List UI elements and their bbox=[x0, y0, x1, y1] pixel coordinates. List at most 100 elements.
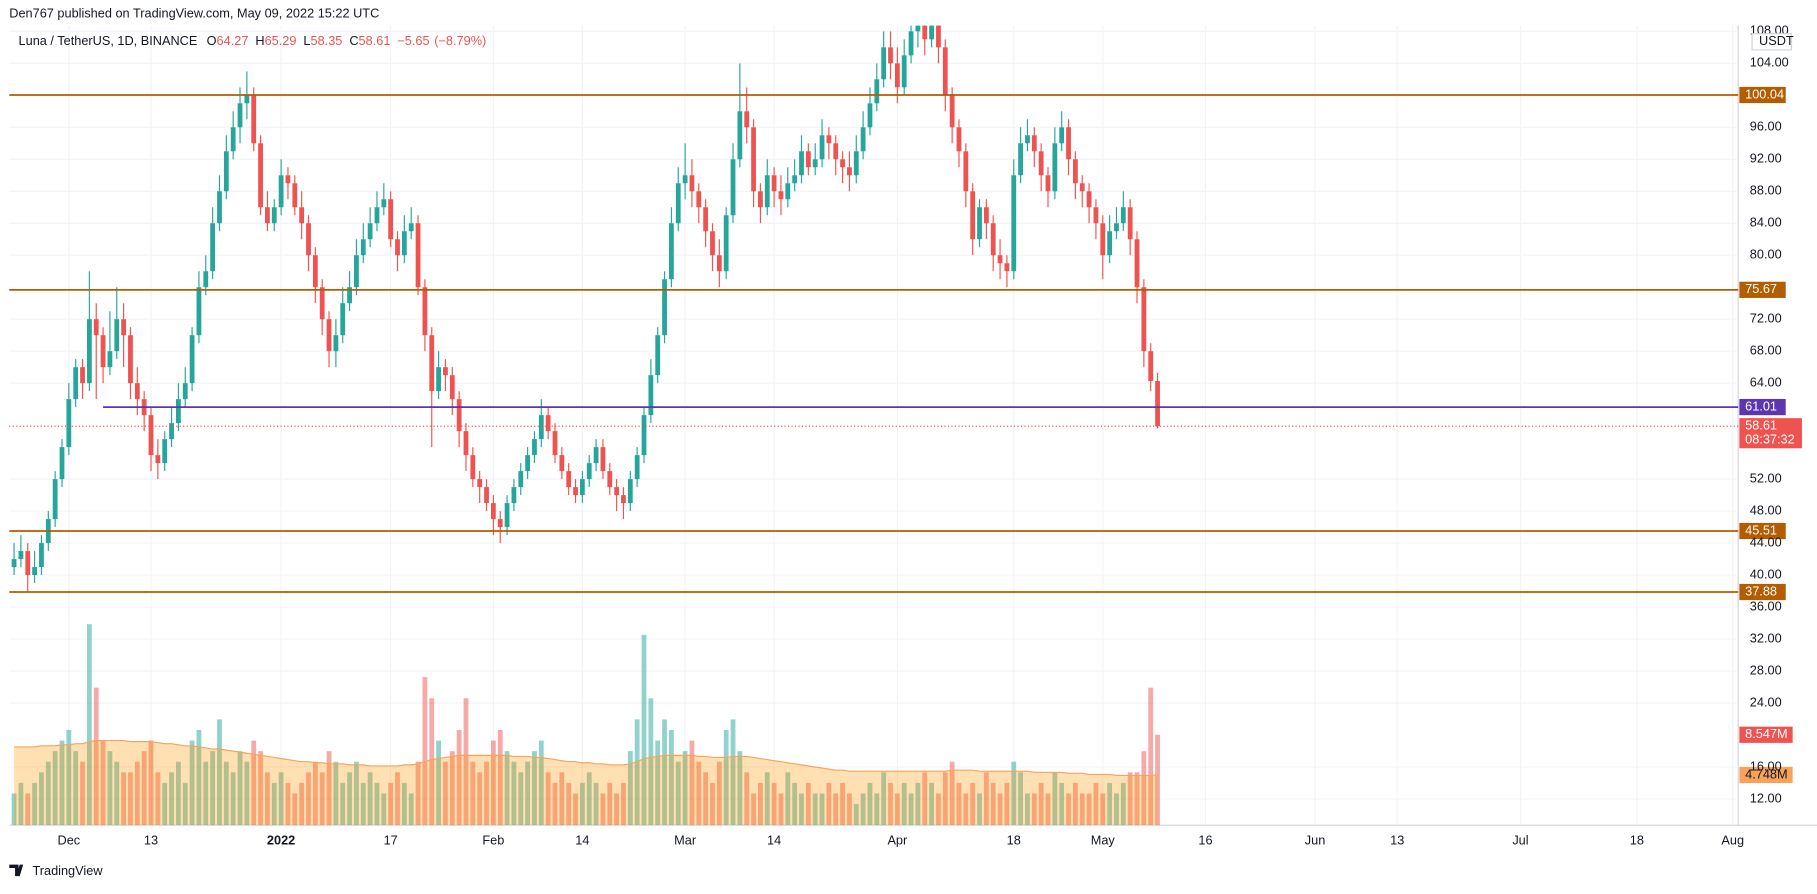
volume-bar bbox=[942, 772, 948, 826]
candle-body bbox=[1066, 127, 1071, 160]
candle-body bbox=[1031, 135, 1037, 152]
candle-body bbox=[1079, 183, 1085, 192]
volume-ma-line bbox=[14, 739, 1158, 777]
volume-bar bbox=[1045, 793, 1051, 826]
volume-bar bbox=[853, 804, 859, 826]
volume-bar bbox=[258, 751, 263, 826]
volume-bar bbox=[449, 751, 455, 826]
currency: USDT bbox=[1759, 33, 1794, 48]
volume-bar bbox=[484, 761, 489, 826]
candle-body bbox=[559, 455, 565, 472]
candle-body bbox=[1072, 159, 1078, 184]
volume-bar bbox=[100, 740, 106, 826]
volume-bar bbox=[1025, 793, 1030, 826]
level-label-box bbox=[1739, 522, 1786, 540]
volume-label: 4.748M bbox=[1745, 766, 1787, 781]
candle-body bbox=[648, 375, 654, 416]
candle-body bbox=[326, 319, 332, 352]
volume-label: 8.547M bbox=[1745, 726, 1787, 741]
volume-bar bbox=[114, 761, 120, 826]
candle-body bbox=[1107, 231, 1113, 256]
volume-bar bbox=[312, 761, 318, 826]
candle-body bbox=[497, 519, 503, 528]
volume-bar bbox=[532, 751, 537, 826]
candle-body bbox=[627, 479, 633, 504]
volume-bar bbox=[997, 793, 1003, 826]
x-tick-label: 16 bbox=[1198, 833, 1212, 848]
candle-body bbox=[778, 191, 784, 200]
candle-body bbox=[538, 415, 544, 440]
x-tick-label: 18 bbox=[1630, 833, 1644, 848]
candle-body bbox=[86, 319, 92, 384]
candle-body bbox=[525, 455, 531, 472]
volume-bar bbox=[1155, 734, 1160, 826]
candle-body bbox=[25, 551, 31, 576]
candle-body bbox=[840, 159, 845, 168]
candle-body bbox=[340, 303, 346, 336]
volume-bar bbox=[511, 761, 517, 826]
candle-body bbox=[566, 471, 572, 488]
x-tick-label: 2022 bbox=[267, 833, 295, 848]
volume-bar bbox=[251, 740, 257, 826]
volume-bar bbox=[176, 761, 181, 826]
candle-body bbox=[785, 183, 791, 200]
candle-body bbox=[669, 223, 674, 280]
volume-bar bbox=[662, 719, 667, 826]
x-tick-label: May bbox=[1091, 833, 1116, 848]
volume-bar bbox=[306, 772, 311, 826]
x-tick-label: Mar bbox=[674, 833, 697, 848]
volume-bar bbox=[463, 698, 469, 826]
volume-bar bbox=[182, 782, 188, 826]
volume-bar bbox=[1114, 793, 1119, 826]
volume-bar bbox=[627, 751, 633, 826]
countdown: 08:37:32 bbox=[1745, 432, 1795, 447]
volume-bar bbox=[771, 782, 777, 826]
candle-body bbox=[422, 287, 428, 336]
volume-bar bbox=[833, 793, 839, 826]
candle-body bbox=[59, 447, 65, 480]
volume-bar bbox=[956, 782, 962, 826]
volume-bar bbox=[347, 772, 352, 826]
candle-body bbox=[799, 151, 804, 176]
candle-body bbox=[682, 175, 688, 184]
candle-body bbox=[463, 431, 469, 456]
candle-body bbox=[758, 191, 763, 208]
volume-bar bbox=[52, 751, 58, 826]
volume-bar bbox=[11, 793, 17, 826]
x-tick-label: 18 bbox=[1007, 833, 1021, 848]
candle-body bbox=[360, 239, 366, 256]
volume-bar bbox=[1011, 761, 1017, 826]
candle-body bbox=[66, 399, 72, 448]
candle-body bbox=[237, 103, 243, 128]
volume-bar bbox=[573, 793, 578, 826]
candle-body bbox=[32, 567, 38, 576]
candle-body bbox=[456, 399, 462, 432]
volume-bar bbox=[59, 740, 65, 826]
candle-body bbox=[1004, 263, 1010, 272]
volume-bar bbox=[744, 772, 750, 826]
candle-body bbox=[217, 191, 222, 224]
candle-body bbox=[1018, 143, 1024, 176]
candle-body bbox=[162, 439, 168, 464]
volume-bar bbox=[579, 782, 585, 826]
volume-bar bbox=[388, 782, 394, 826]
volume-bar bbox=[162, 782, 168, 826]
candle-body bbox=[114, 319, 120, 352]
candle-body bbox=[908, 31, 914, 56]
candle-body bbox=[11, 559, 17, 568]
volume-bar bbox=[552, 782, 558, 826]
volume-bar bbox=[374, 782, 380, 826]
candle-body bbox=[278, 175, 284, 208]
candle-body bbox=[847, 167, 852, 176]
volume-bar bbox=[244, 761, 250, 826]
ohlc-letter: O bbox=[207, 33, 217, 48]
candle-body bbox=[737, 111, 743, 160]
volume-bar bbox=[25, 793, 31, 826]
volume-bar bbox=[490, 740, 496, 826]
candle-body bbox=[518, 471, 524, 488]
candle-body bbox=[922, 25, 928, 40]
y-tick-label: 32.00 bbox=[1750, 630, 1782, 645]
volume-bar bbox=[525, 761, 531, 826]
